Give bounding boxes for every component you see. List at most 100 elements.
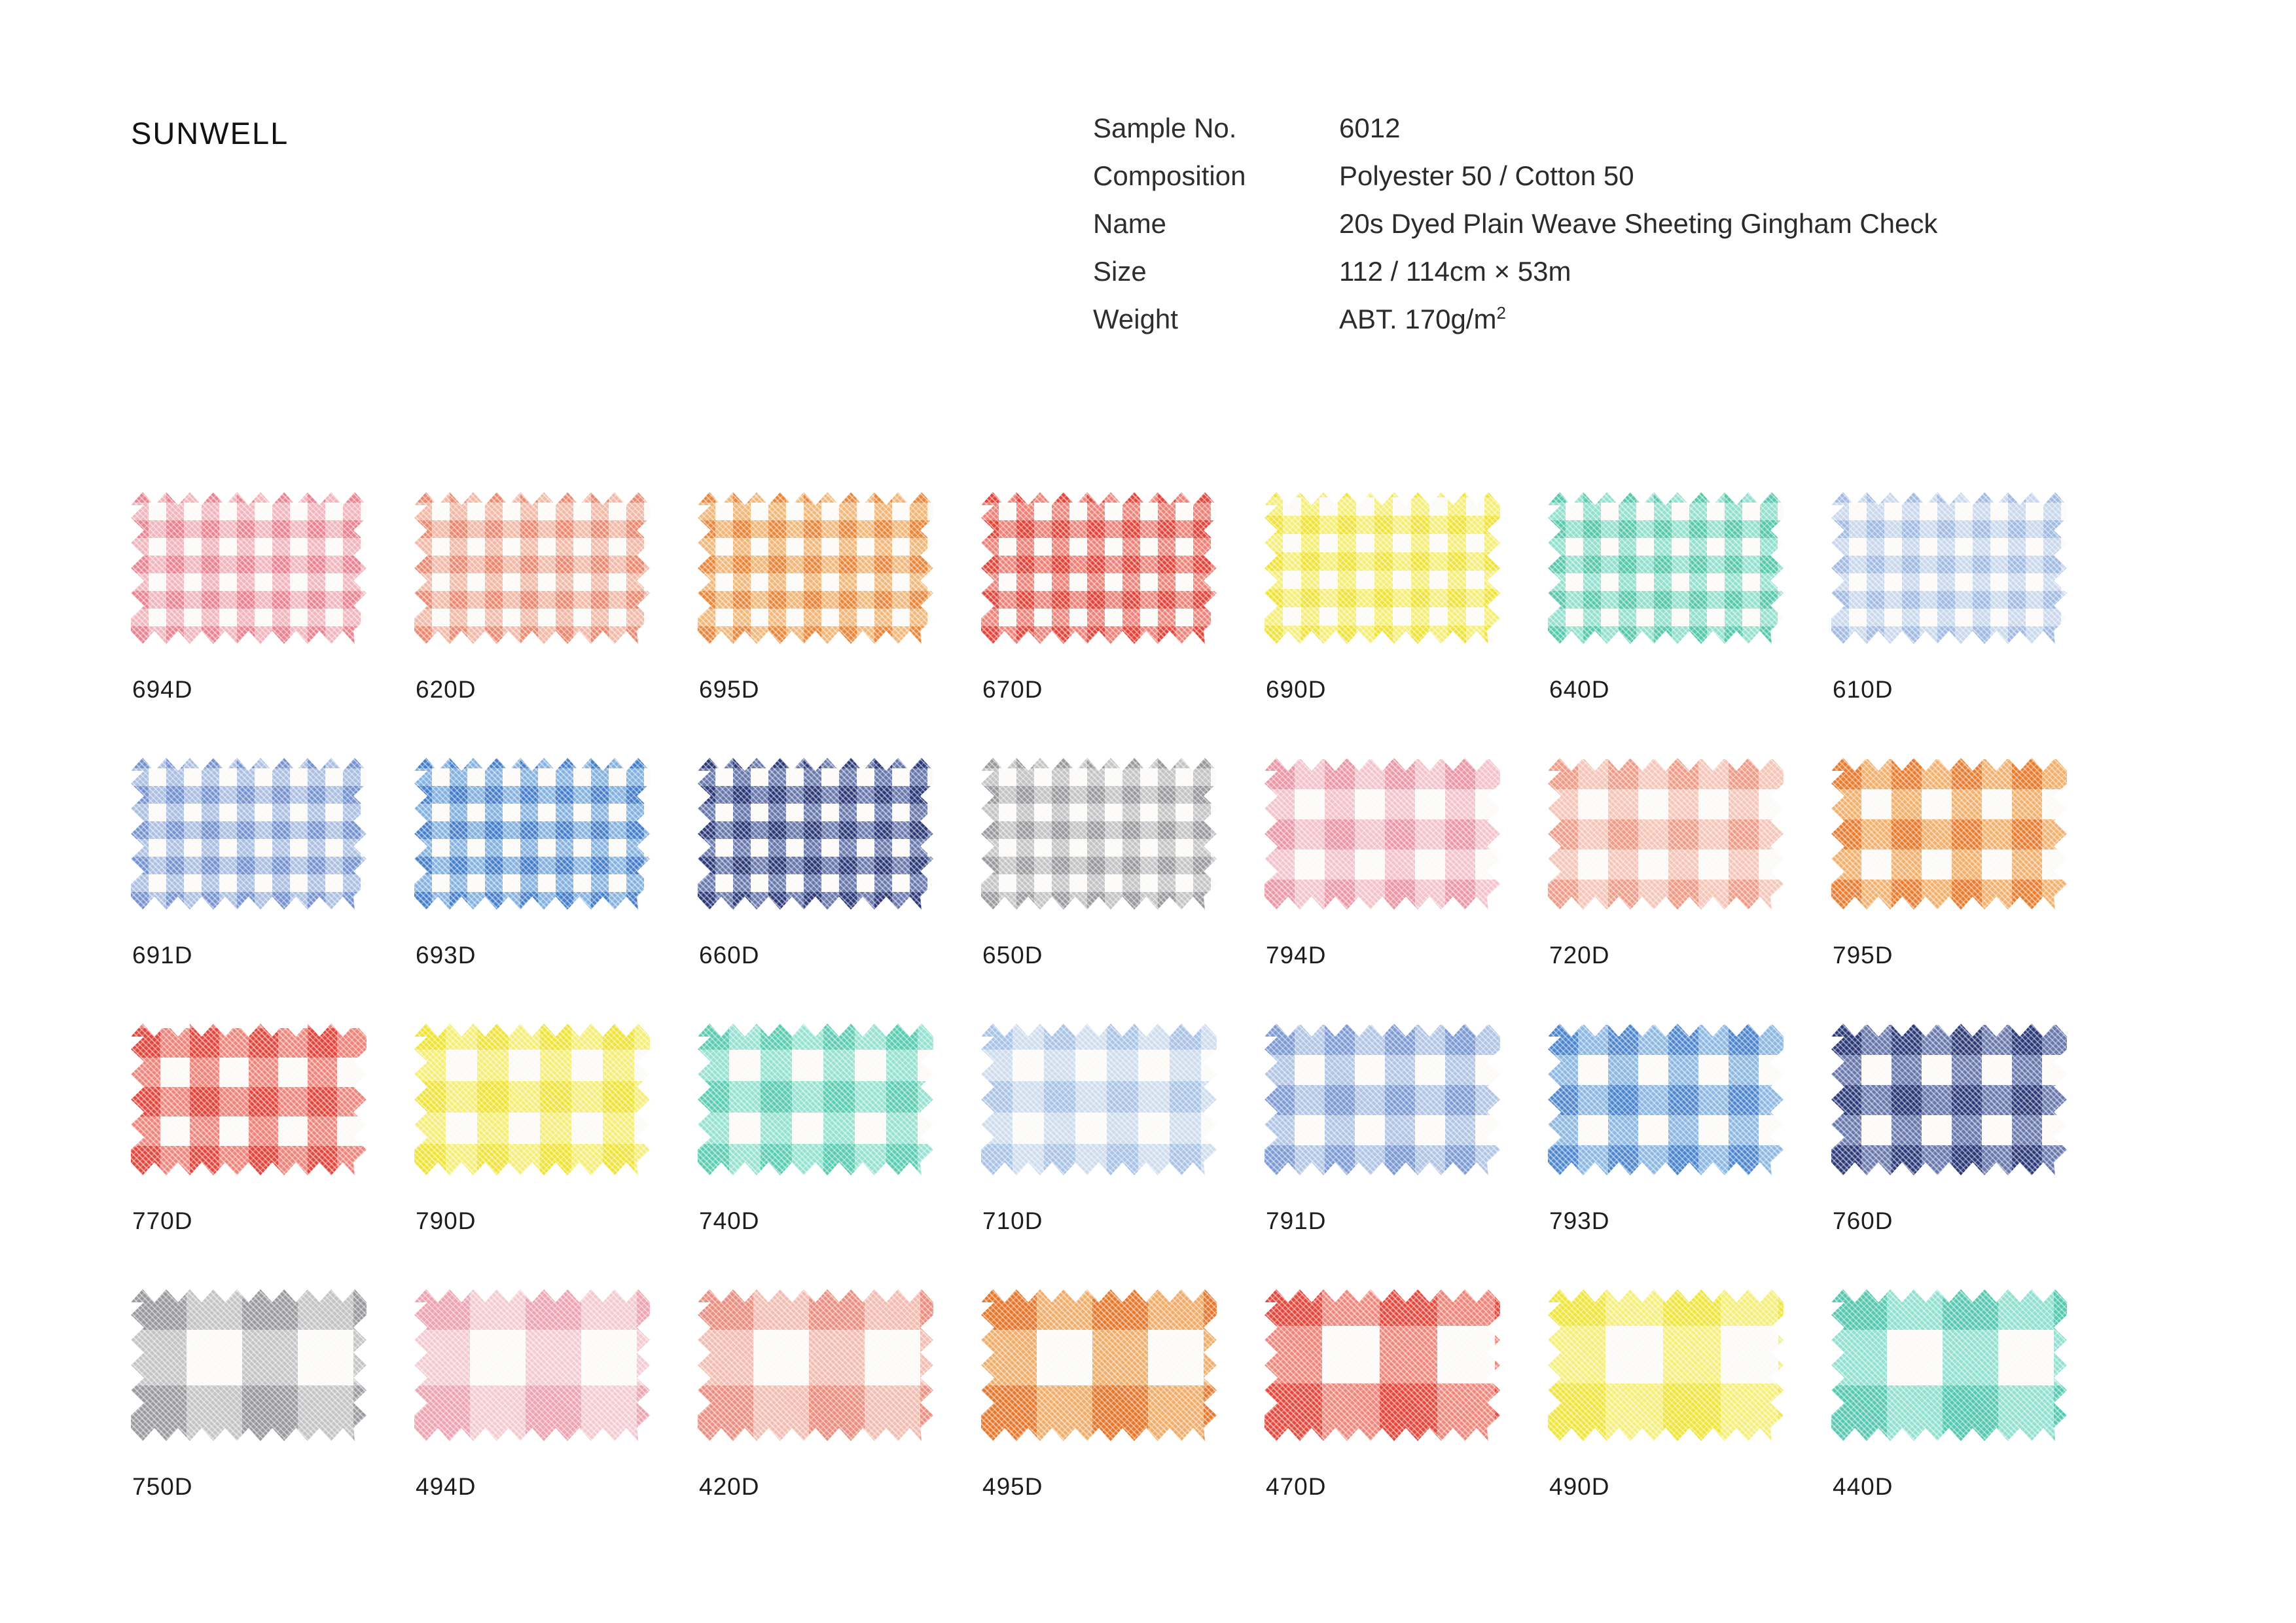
swatch-code-label: 690D bbox=[1266, 676, 1327, 703]
swatch-item-670d: 670D bbox=[981, 492, 1217, 705]
swatch-code-label: 494D bbox=[416, 1473, 476, 1500]
spec-value-text: ABT. 170g/m bbox=[1339, 304, 1497, 334]
spec-value-2: 20s Dyed Plain Weave Sheeting Gingham Ch… bbox=[1339, 208, 1937, 240]
fabric-swatch-793d bbox=[1548, 1024, 1784, 1175]
swatch-code-label: 620D bbox=[416, 676, 476, 703]
swatch-item-794d: 794D bbox=[1265, 758, 1500, 971]
swatch-code-label: 670D bbox=[982, 676, 1043, 703]
swatch-code-label: 420D bbox=[699, 1473, 760, 1500]
swatch-code-label: 691D bbox=[132, 942, 193, 969]
fabric-swatch-495d bbox=[981, 1289, 1217, 1441]
swatch-code-label: 794D bbox=[1266, 942, 1327, 969]
swatch-item-695d: 695D bbox=[698, 492, 933, 705]
swatch-item-610d: 610D bbox=[1831, 492, 2067, 705]
swatch-item-440d: 440D bbox=[1831, 1289, 2067, 1503]
fabric-swatch-470d bbox=[1265, 1289, 1500, 1441]
fabric-swatch-695d bbox=[698, 492, 933, 644]
swatch-item-710d: 710D bbox=[981, 1024, 1217, 1237]
spec-value-text: 6012 bbox=[1339, 113, 1401, 143]
swatch-code-label: 760D bbox=[1833, 1207, 1893, 1234]
swatch-code-label: 740D bbox=[699, 1207, 760, 1234]
swatch-item-770d: 770D bbox=[131, 1024, 367, 1237]
swatch-item-495d: 495D bbox=[981, 1289, 1217, 1503]
fabric-swatch-750d bbox=[131, 1289, 367, 1441]
swatch-item-740d: 740D bbox=[698, 1024, 933, 1237]
swatch-code-label: 793D bbox=[1549, 1207, 1610, 1234]
fabric-swatch-760d bbox=[1831, 1024, 2067, 1175]
swatch-item-660d: 660D bbox=[698, 758, 933, 971]
fabric-swatch-660d bbox=[698, 758, 933, 910]
swatch-code-label: 791D bbox=[1266, 1207, 1327, 1234]
swatch-item-750d: 750D bbox=[131, 1289, 367, 1503]
spec-label-1: Composition bbox=[1093, 160, 1246, 191]
swatch-code-label: 694D bbox=[132, 676, 193, 703]
spec-value-text: Polyester 50 / Cotton 50 bbox=[1339, 160, 1634, 191]
spec-label-2: Name bbox=[1093, 208, 1167, 239]
swatch-item-694d: 694D bbox=[131, 492, 367, 705]
brand-logo: SUNWELL bbox=[131, 116, 289, 151]
swatch-item-791d: 791D bbox=[1265, 1024, 1500, 1237]
fabric-swatch-640d bbox=[1548, 492, 1784, 644]
swatch-item-420d: 420D bbox=[698, 1289, 933, 1503]
swatch-item-470d: 470D bbox=[1265, 1289, 1500, 1503]
swatch-item-795d: 795D bbox=[1831, 758, 2067, 971]
swatch-item-494d: 494D bbox=[414, 1289, 650, 1503]
fabric-swatch-620d bbox=[414, 492, 650, 644]
swatch-code-label: 470D bbox=[1266, 1473, 1327, 1500]
fabric-swatch-691d bbox=[131, 758, 367, 910]
spec-value-superscript: 2 bbox=[1496, 303, 1506, 323]
swatch-code-label: 650D bbox=[982, 942, 1043, 969]
fabric-swatch-795d bbox=[1831, 758, 2067, 910]
spec-label-4: Weight bbox=[1093, 304, 1178, 334]
swatch-code-label: 640D bbox=[1549, 676, 1610, 703]
fabric-swatch-420d bbox=[698, 1289, 933, 1441]
swatch-code-label: 750D bbox=[132, 1473, 193, 1500]
swatch-code-label: 710D bbox=[982, 1207, 1043, 1234]
fabric-swatch-790d bbox=[414, 1024, 650, 1175]
swatch-item-690d: 690D bbox=[1265, 492, 1500, 705]
fabric-swatch-650d bbox=[981, 758, 1217, 910]
fabric-swatch-690d bbox=[1265, 492, 1500, 644]
fabric-swatch-670d bbox=[981, 492, 1217, 644]
fabric-swatch-440d bbox=[1831, 1289, 2067, 1441]
fabric-swatch-791d bbox=[1265, 1024, 1500, 1175]
spec-label-0: Sample No. bbox=[1093, 113, 1237, 143]
swatch-item-720d: 720D bbox=[1548, 758, 1784, 971]
swatch-item-490d: 490D bbox=[1548, 1289, 1784, 1503]
swatch-item-760d: 760D bbox=[1831, 1024, 2067, 1237]
swatch-code-label: 693D bbox=[416, 942, 476, 969]
spec-value-text: 20s Dyed Plain Weave Sheeting Gingham Ch… bbox=[1339, 208, 1938, 239]
swatch-item-650d: 650D bbox=[981, 758, 1217, 971]
swatch-item-620d: 620D bbox=[414, 492, 650, 705]
fabric-swatch-693d bbox=[414, 758, 650, 910]
swatch-code-label: 495D bbox=[982, 1473, 1043, 1500]
swatch-item-793d: 793D bbox=[1548, 1024, 1784, 1237]
swatch-item-790d: 790D bbox=[414, 1024, 650, 1237]
fabric-swatch-494d bbox=[414, 1289, 650, 1441]
fabric-swatch-610d bbox=[1831, 492, 2067, 644]
spec-value-0: 6012 bbox=[1339, 113, 1937, 144]
swatch-code-label: 720D bbox=[1549, 942, 1610, 969]
fabric-swatch-794d bbox=[1265, 758, 1500, 910]
swatch-code-label: 660D bbox=[699, 942, 760, 969]
fabric-swatch-770d bbox=[131, 1024, 367, 1175]
swatch-item-640d: 640D bbox=[1548, 492, 1784, 705]
fabric-swatch-490d bbox=[1548, 1289, 1784, 1441]
swatch-code-label: 795D bbox=[1833, 942, 1893, 969]
swatch-code-label: 790D bbox=[416, 1207, 476, 1234]
fabric-swatch-710d bbox=[981, 1024, 1217, 1175]
spec-value-text: 112 / 114cm × 53m bbox=[1339, 256, 1571, 287]
spec-value-3: 112 / 114cm × 53m bbox=[1339, 256, 1937, 287]
swatch-code-label: 695D bbox=[699, 676, 760, 703]
spec-label-3: Size bbox=[1093, 256, 1147, 287]
swatch-code-label: 490D bbox=[1549, 1473, 1610, 1500]
fabric-swatch-720d bbox=[1548, 758, 1784, 910]
spec-value-1: Polyester 50 / Cotton 50 bbox=[1339, 160, 1937, 192]
swatch-code-label: 770D bbox=[132, 1207, 193, 1234]
swatch-code-label: 610D bbox=[1833, 676, 1893, 703]
fabric-swatch-694d bbox=[131, 492, 367, 644]
swatch-item-691d: 691D bbox=[131, 758, 367, 971]
swatch-item-693d: 693D bbox=[414, 758, 650, 971]
fabric-swatch-740d bbox=[698, 1024, 933, 1175]
